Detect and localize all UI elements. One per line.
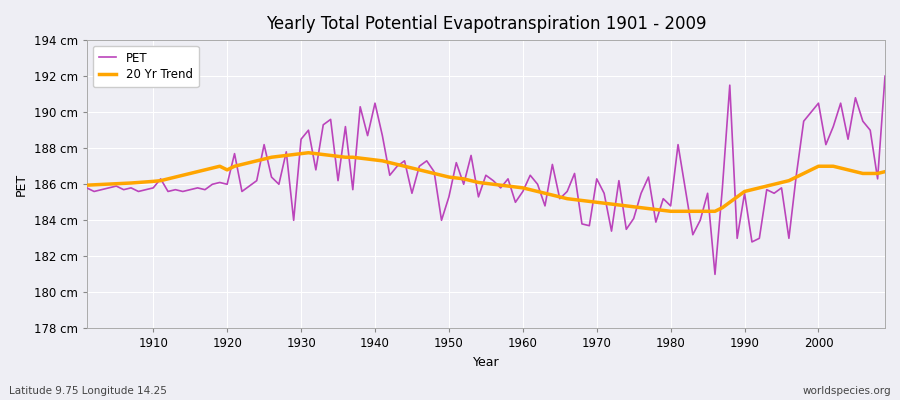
PET [303, 128, 314, 133]
Text: worldspecies.org: worldspecies.org [803, 386, 891, 396]
Line: PET: PET [86, 76, 885, 274]
PET [140, 187, 151, 192]
20 Yr Trend [355, 156, 365, 160]
PET [606, 229, 616, 234]
20 Yr Trend [81, 183, 92, 188]
20 Yr Trend [614, 202, 625, 207]
PET [518, 189, 528, 194]
Text: Latitude 9.75 Longitude 14.25: Latitude 9.75 Longitude 14.25 [9, 386, 166, 396]
20 Yr Trend [303, 150, 314, 155]
PET [81, 186, 92, 190]
Title: Yearly Total Potential Evapotranspiration 1901 - 2009: Yearly Total Potential Evapotranspiratio… [266, 15, 706, 33]
PET [347, 187, 358, 192]
20 Yr Trend [310, 151, 321, 156]
X-axis label: Year: Year [472, 356, 500, 369]
PET [709, 272, 720, 277]
Y-axis label: PET: PET [15, 173, 28, 196]
20 Yr Trend [879, 169, 890, 174]
20 Yr Trend [140, 180, 151, 184]
Line: 20 Yr Trend: 20 Yr Trend [86, 153, 885, 211]
20 Yr Trend [525, 187, 535, 192]
Legend: PET, 20 Yr Trend: PET, 20 Yr Trend [93, 46, 199, 87]
PET [879, 74, 890, 78]
20 Yr Trend [518, 186, 528, 190]
PET [510, 200, 521, 205]
20 Yr Trend [665, 209, 676, 214]
